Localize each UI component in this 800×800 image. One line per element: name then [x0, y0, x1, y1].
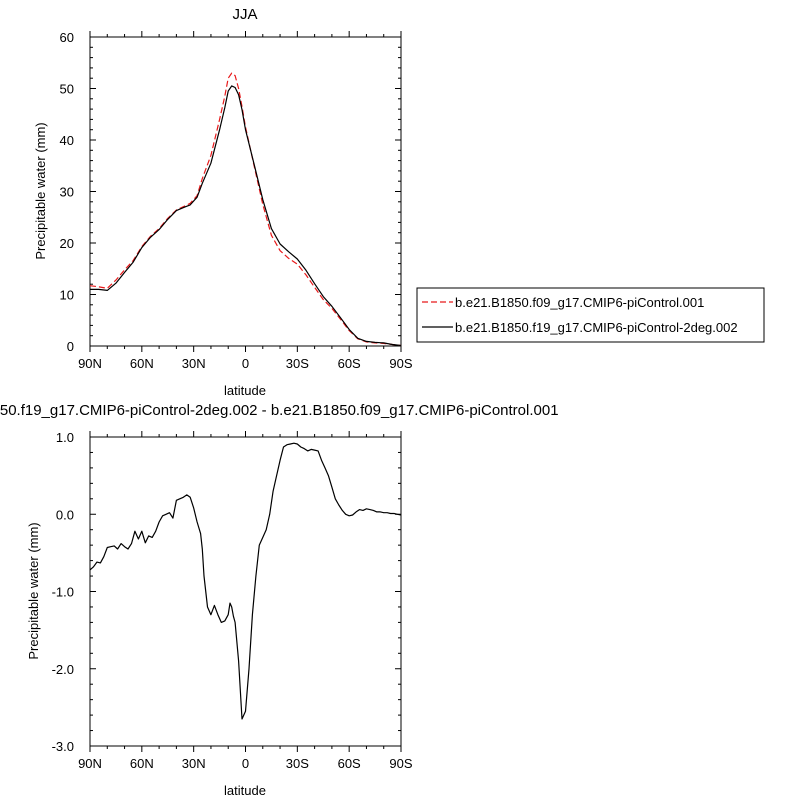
x-tick-label: 30S	[286, 356, 309, 371]
y-tick-label: 0	[67, 339, 74, 354]
x-tick-label: 30N	[182, 756, 206, 771]
top-chart-panel: JJA 90N 60N 30N 0 30S 60S 90S 0 10 20 30 40 50 60 la…	[33, 6, 413, 398]
legend-box	[416, 287, 765, 343]
top-axis-ticks	[89, 31, 402, 352]
top-series-lines	[89, 72, 402, 347]
y-tick-label: 50	[60, 82, 74, 97]
x-tick-label: 0	[242, 756, 249, 771]
top-plot-frame	[89, 36, 402, 347]
top-chart-title: JJA	[232, 6, 257, 23]
y-tick-label: 10	[60, 288, 74, 303]
y-tick-label: 20	[60, 236, 74, 251]
series-line-2	[90, 85, 402, 347]
x-tick-label: 60S	[338, 756, 361, 771]
bottom-x-tick-labels: 90N 60N 30N 0 30S 60S 90S	[78, 756, 413, 771]
bottom-plot-frame	[89, 436, 402, 747]
top-x-axis-label: latitude	[224, 383, 266, 398]
y-tick-label: -3.0	[52, 739, 74, 754]
top-chart-legend: b.e21.B1850.f09_g17.CMIP6-piControl.001 …	[416, 287, 765, 343]
x-tick-label: 60N	[130, 756, 154, 771]
y-tick-label: -2.0	[52, 662, 74, 677]
legend-label-series-2: b.e21.B1850.f19_g17.CMIP6-piControl-2deg…	[455, 320, 738, 335]
top-y-axis-label: Precipitable water (mm)	[33, 122, 48, 259]
top-y-tick-labels: 0 10 20 30 40 50 60	[60, 30, 74, 354]
bottom-y-tick-labels: -3.0 -2.0 -1.0 0.0 1.0	[52, 430, 74, 754]
y-tick-label: -1.0	[52, 585, 74, 600]
x-tick-label: 0	[242, 356, 249, 371]
y-tick-label: 30	[60, 185, 74, 200]
bottom-y-axis-label: Precipitable water (mm)	[26, 522, 41, 659]
x-tick-label: 60N	[130, 356, 154, 371]
bottom-chart-panel: b.e21.B1850.f19_g17.CMIP6-piControl-2deg…	[0, 402, 559, 798]
series-line-1	[89, 442, 402, 720]
x-tick-label: 90S	[389, 756, 412, 771]
x-tick-label: 90N	[78, 356, 102, 371]
bottom-series-lines	[89, 442, 402, 720]
x-tick-label: 30S	[286, 756, 309, 771]
series-line-1	[89, 72, 402, 347]
x-tick-label: 90S	[389, 356, 412, 371]
top-x-tick-labels: 90N 60N 30N 0 30S 60S 90S	[78, 356, 413, 371]
y-tick-label: 1.0	[56, 430, 74, 445]
bottom-x-axis-label: latitude	[224, 783, 266, 798]
x-tick-label: 60S	[338, 356, 361, 371]
y-tick-label: 40	[60, 133, 74, 148]
bottom-chart-title: b.e21.B1850.f19_g17.CMIP6-piControl-2deg…	[0, 402, 559, 419]
x-tick-label: 30N	[182, 356, 206, 371]
legend-label-series-1: b.e21.B1850.f09_g17.CMIP6-piControl.001	[455, 295, 704, 310]
x-tick-label: 90N	[78, 756, 102, 771]
y-tick-label: 60	[60, 30, 74, 45]
y-tick-label: 0.0	[56, 507, 74, 522]
bottom-axis-ticks	[89, 431, 402, 752]
